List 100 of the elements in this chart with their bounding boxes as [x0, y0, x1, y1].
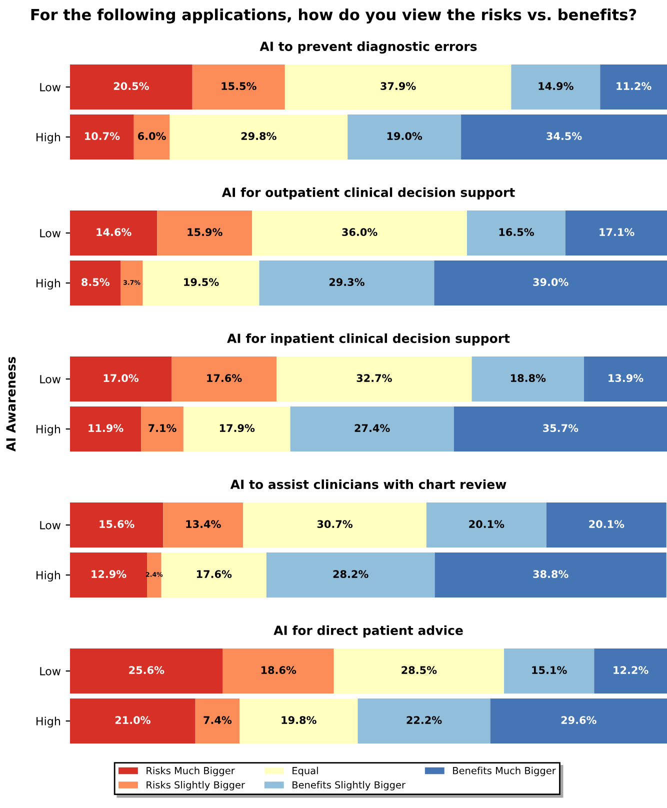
y-tick-label: Low [40, 521, 61, 530]
data-label: 20.1% [589, 520, 624, 528]
bar [70, 552, 148, 598]
bar [195, 698, 240, 744]
bar [142, 260, 260, 306]
bar [171, 356, 277, 402]
data-label: 15.5% [222, 82, 256, 90]
y-axis-title: AI Awareness [6, 356, 16, 452]
data-label: 38.8% [533, 570, 568, 578]
bar [454, 406, 667, 452]
chart-title: AI to assist clinicians with chart review [230, 479, 506, 490]
data-label: 19.5% [184, 278, 219, 286]
bar [546, 502, 666, 548]
bar [70, 114, 134, 160]
bar [434, 552, 666, 598]
legend-label: Equal [292, 766, 318, 776]
data-label: 29.3% [329, 278, 364, 286]
bar [70, 356, 172, 402]
data-label: 15.9% [188, 228, 222, 236]
bar [600, 64, 667, 110]
data-label: 15.1% [532, 666, 567, 674]
data-label: 17.6% [196, 570, 232, 578]
chart-title: AI for outpatient clinical decision support [222, 187, 515, 200]
y-tick-label: Low [40, 375, 61, 384]
data-label: 28.5% [402, 666, 437, 674]
bar [566, 210, 667, 256]
bar [141, 406, 184, 452]
data-label: 18.8% [511, 374, 546, 382]
chart-title: AI to prevent diagnostic errors [260, 41, 477, 54]
data-label: 20.1% [469, 520, 504, 528]
data-label: 17.1% [600, 228, 634, 236]
bar [70, 648, 223, 694]
chart-title: AI for inpatient clinical decision support [227, 333, 510, 346]
y-tick-label: Low [40, 667, 61, 676]
data-label: 6.0% [138, 132, 166, 140]
bar [161, 552, 266, 598]
bar [490, 698, 667, 744]
bar [70, 260, 121, 306]
bar [290, 406, 454, 452]
data-label: 17.0% [104, 374, 138, 382]
bar [472, 356, 584, 402]
bar [284, 64, 512, 110]
bar [348, 114, 462, 160]
data-label: 15.6% [100, 520, 134, 528]
data-label: 14.9% [538, 82, 574, 90]
bar [157, 210, 252, 256]
bar [163, 502, 244, 548]
data-label: 12.2% [614, 666, 648, 674]
legend-label: Benefits Slightly Bigger [292, 781, 406, 790]
data-label: 18.6% [261, 666, 296, 674]
y-tick-label: High [36, 570, 60, 582]
y-tick-label: Low [40, 83, 61, 92]
y-tick-label: High [36, 132, 60, 144]
bar [70, 698, 196, 744]
bar [183, 406, 290, 452]
bar [70, 502, 164, 548]
data-label: 20.5% [114, 82, 149, 90]
data-label: 28.2% [333, 570, 368, 578]
data-label: 36.0% [342, 228, 378, 236]
chart-title: AI for direct patient advice [274, 625, 463, 638]
data-label: 7.1% [148, 424, 176, 432]
legend-label: Risks Slightly Bigger [146, 781, 245, 790]
y-tick-label: High [36, 424, 60, 436]
bar [511, 64, 600, 110]
bar [134, 114, 170, 160]
bar [504, 648, 594, 694]
y-tick-label: High [36, 716, 60, 728]
bar [240, 698, 358, 744]
bar [259, 260, 434, 306]
data-label: 8.5% [82, 278, 110, 286]
data-label: 17.6% [207, 374, 242, 382]
data-label: 11.9% [88, 424, 124, 432]
bar [594, 648, 667, 694]
bar [243, 502, 426, 548]
y-tick-label: Low [40, 229, 61, 238]
data-label: 34.5% [546, 132, 582, 140]
data-label: 30.7% [317, 520, 353, 528]
bar [334, 648, 504, 694]
data-label: 7.4% [204, 716, 232, 724]
data-label: 29.6% [561, 716, 596, 724]
bar [426, 502, 546, 548]
data-label: 27.4% [354, 424, 390, 432]
data-label: 32.7% [356, 374, 392, 382]
bar [461, 114, 667, 160]
data-label: 12.9% [92, 570, 126, 578]
bar [467, 210, 566, 256]
data-label: 21.0% [115, 716, 150, 724]
bar [358, 698, 490, 744]
bar [252, 210, 468, 256]
legend-label: Risks Much Bigger [146, 766, 235, 776]
bar [170, 114, 348, 160]
bar [120, 260, 143, 306]
bar [70, 64, 192, 110]
bar [222, 648, 334, 694]
data-label: 25.6% [129, 666, 164, 674]
text: For the following applications, how do you view the risks vs. benefits? [31, 8, 636, 24]
y-tick-label: High [36, 278, 60, 290]
data-label: 35.7% [543, 424, 578, 432]
data-label: 14.6% [96, 228, 132, 236]
bar [147, 552, 162, 598]
